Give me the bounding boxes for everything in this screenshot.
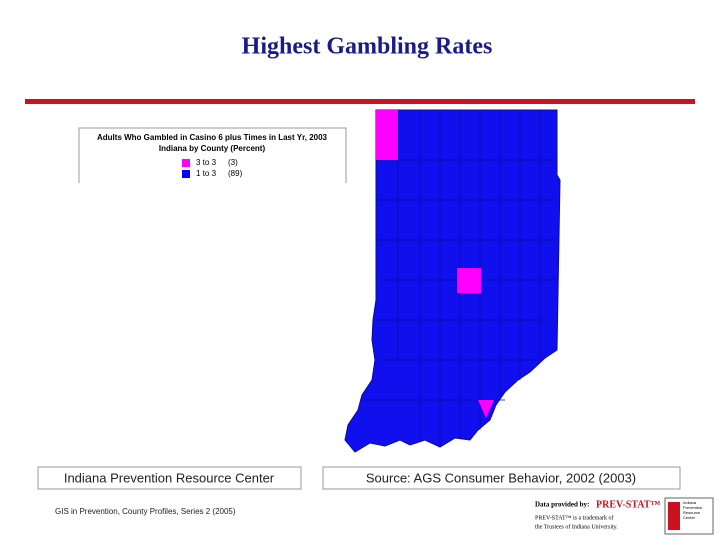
footer-right: Source: AGS Consumer Behavior, 2002 (200… bbox=[366, 470, 636, 485]
logo-badge-text: Indiana Prevention Resource Center bbox=[683, 500, 703, 520]
legend-label: 1 to 3 bbox=[196, 169, 217, 178]
footer-box bbox=[322, 466, 681, 490]
footer-series: GIS in Prevention, County Profiles, Seri… bbox=[55, 507, 236, 516]
title: Highest Gambling Rates bbox=[242, 34, 493, 60]
legend-swatch bbox=[182, 170, 190, 178]
footer-left: Indiana Prevention Resource Center bbox=[64, 470, 275, 485]
state-outline bbox=[344, 109, 561, 453]
logo-badge-mark bbox=[668, 502, 680, 530]
logo-provided: Data provided by: bbox=[535, 501, 589, 509]
logo: Data provided by: PREV-STAT™ PREV-STAT™ … bbox=[535, 497, 714, 535]
logo-trademark: the Trustees of Indiana University. bbox=[535, 523, 618, 530]
legend-box bbox=[78, 127, 347, 183]
footer-box bbox=[37, 466, 302, 490]
legend-title: Adults Who Gambled in Casino 6 plus Time… bbox=[97, 133, 328, 142]
county-high bbox=[376, 110, 398, 160]
legend: Adults Who Gambled in Casino 6 plus Time… bbox=[78, 127, 347, 183]
legend-count: (89) bbox=[228, 169, 243, 178]
legend-subtitle: Indiana by County (Percent) bbox=[159, 144, 266, 153]
county-high bbox=[478, 400, 494, 418]
indiana-map bbox=[344, 109, 561, 453]
logo-badge-text-box: Indiana Prevention Resource Center bbox=[683, 500, 703, 520]
divider bbox=[25, 99, 695, 104]
legend-swatch bbox=[182, 159, 190, 167]
legend-items: 3 to 3 (3) 1 to 3 (89) bbox=[182, 158, 243, 178]
logo-brand: PREV-STAT™ bbox=[596, 499, 660, 510]
legend-label: 3 to 3 bbox=[196, 158, 217, 167]
logo-trademark: PREV-STAT™ is a trademark of bbox=[535, 514, 614, 521]
legend-count: (3) bbox=[228, 158, 238, 167]
county-high bbox=[457, 268, 481, 293]
